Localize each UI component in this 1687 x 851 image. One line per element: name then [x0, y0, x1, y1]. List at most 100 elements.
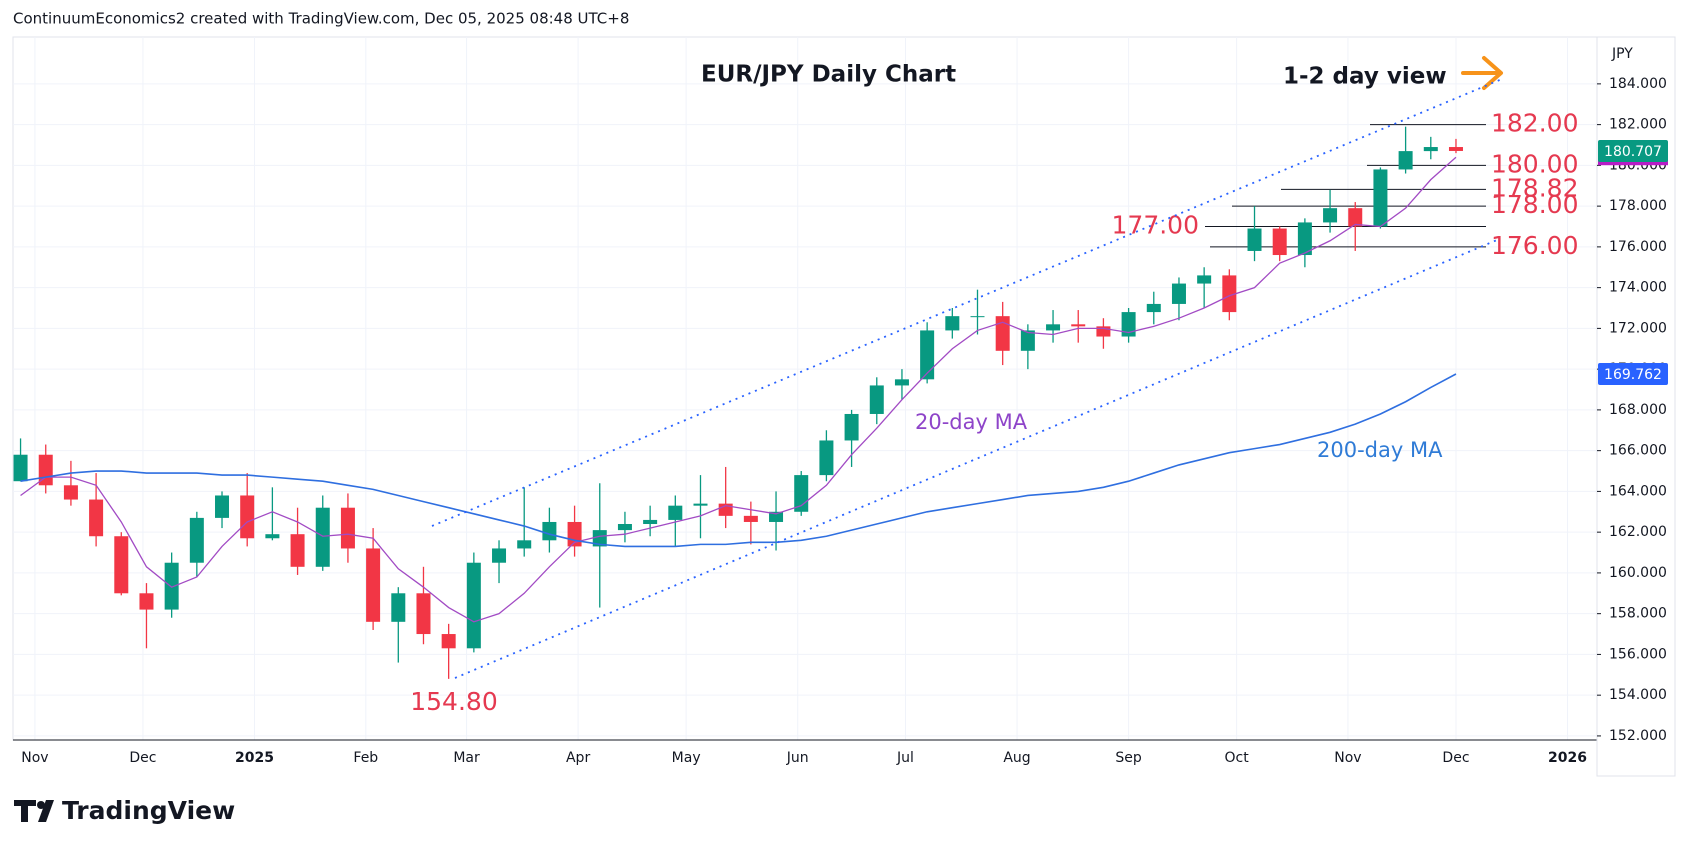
candle-body: [441, 634, 456, 649]
candle-body: [13, 454, 28, 482]
candle-body: [869, 385, 884, 414]
candle-body: [1423, 147, 1438, 152]
candle: [1448, 138, 1463, 154]
candle: [970, 289, 985, 335]
candle: [920, 322, 935, 384]
x-tick-label: Oct: [1225, 750, 1250, 766]
candle-body: [1222, 275, 1237, 313]
grid: [13, 37, 1597, 740]
x-tick-label: 2025: [235, 750, 274, 766]
candle-body: [592, 530, 607, 547]
ma-line: [20, 156, 1457, 623]
candle-body: [995, 316, 1010, 351]
candle: [1146, 291, 1161, 325]
ma200-label: 200-day MA: [1317, 438, 1443, 462]
candle: [492, 540, 507, 584]
candle-body: [63, 485, 78, 500]
x-tick-label: Jul: [896, 750, 914, 766]
candle: [1348, 202, 1363, 251]
candle: [794, 471, 809, 516]
candle: [240, 473, 255, 547]
candle-body: [189, 517, 204, 563]
level-label: 180.00: [1491, 149, 1578, 178]
y-tick-label: 178.000: [1609, 198, 1667, 214]
ma-line: [20, 373, 1457, 548]
candle: [1096, 318, 1111, 349]
candle-body: [391, 593, 406, 622]
candle-body: [240, 495, 255, 539]
y-tick-label: 172.000: [1609, 320, 1667, 336]
candle-body: [668, 505, 683, 520]
candle-body: [844, 413, 859, 441]
candle: [995, 301, 1010, 366]
candle-body: [1146, 303, 1161, 313]
candle: [315, 495, 330, 571]
y-tick-label: 156.000: [1609, 646, 1667, 662]
header-text: ContinuumEconomics2 created with Trading…: [13, 10, 629, 28]
x-tick-label: Nov: [1334, 750, 1361, 766]
candle-body: [1398, 151, 1413, 170]
candle: [13, 438, 28, 482]
candle: [391, 587, 406, 663]
candle-body: [693, 503, 708, 506]
candle: [693, 475, 708, 539]
candle: [1398, 126, 1413, 174]
candle: [517, 487, 532, 557]
candle-body: [1323, 208, 1338, 223]
candle-body: [315, 507, 330, 567]
candle: [617, 511, 632, 543]
candle-body: [542, 521, 557, 541]
candle-body: [1448, 147, 1463, 151]
candle: [592, 483, 607, 608]
candle-body: [114, 536, 129, 594]
candle-body: [819, 440, 834, 476]
candle-body: [492, 548, 507, 563]
candle-body: [290, 534, 305, 567]
price-tag-label: 180.707: [1604, 144, 1662, 160]
y-tick-label: 158.000: [1609, 606, 1667, 622]
candle-body: [265, 534, 280, 539]
candle: [1197, 267, 1212, 309]
candle: [441, 623, 456, 679]
candle: [894, 369, 909, 400]
candle-body: [1020, 330, 1035, 351]
candle-body: [1297, 222, 1312, 256]
candle-body: [366, 548, 381, 622]
candle: [164, 552, 179, 618]
x-tick-label: Dec: [129, 750, 156, 766]
annotation: 1-2 day view: [1283, 64, 1447, 90]
candle-body: [1272, 228, 1287, 256]
chart-title: EUR/JPY Daily Chart: [701, 62, 956, 88]
candle-body: [617, 524, 632, 531]
candle-body: [164, 562, 179, 610]
candle: [1373, 167, 1388, 229]
candle-body: [340, 507, 355, 549]
y-tick-label: 168.000: [1609, 402, 1667, 418]
candle-body: [139, 593, 154, 610]
candle: [1323, 189, 1338, 233]
level-label: 176.00: [1491, 231, 1578, 260]
candle: [290, 507, 305, 575]
x-tick-label: Jun: [786, 750, 809, 766]
x-tick-label: Feb: [353, 750, 378, 766]
y-tick-label: 176.000: [1609, 239, 1667, 255]
x-tick-label: Apr: [566, 750, 590, 766]
candle-body: [743, 515, 758, 522]
orange-arrow: [1461, 56, 1503, 90]
candle-body: [920, 330, 935, 380]
candle: [1222, 269, 1237, 321]
candle: [1071, 310, 1086, 343]
x-tick-label: May: [672, 750, 701, 766]
candle-body: [1197, 275, 1212, 284]
low-label: 154.80: [410, 687, 497, 716]
candle: [869, 377, 884, 425]
y-tick-label: 152.000: [1609, 728, 1667, 744]
channel-upper: [431, 78, 1503, 527]
candle: [945, 308, 960, 339]
candle-body: [970, 316, 985, 318]
y-tick-label: 154.000: [1609, 687, 1667, 703]
y-tick-label: 164.000: [1609, 483, 1667, 499]
candle: [189, 511, 204, 577]
